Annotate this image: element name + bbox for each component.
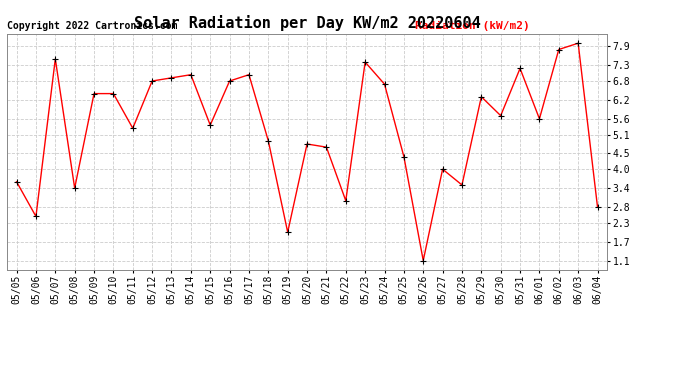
Text: Copyright 2022 Cartronics.com: Copyright 2022 Cartronics.com	[7, 21, 177, 32]
Title: Solar Radiation per Day KW/m2 20220604: Solar Radiation per Day KW/m2 20220604	[134, 15, 480, 31]
Text: Radiation (kW/m2): Radiation (kW/m2)	[415, 21, 530, 32]
